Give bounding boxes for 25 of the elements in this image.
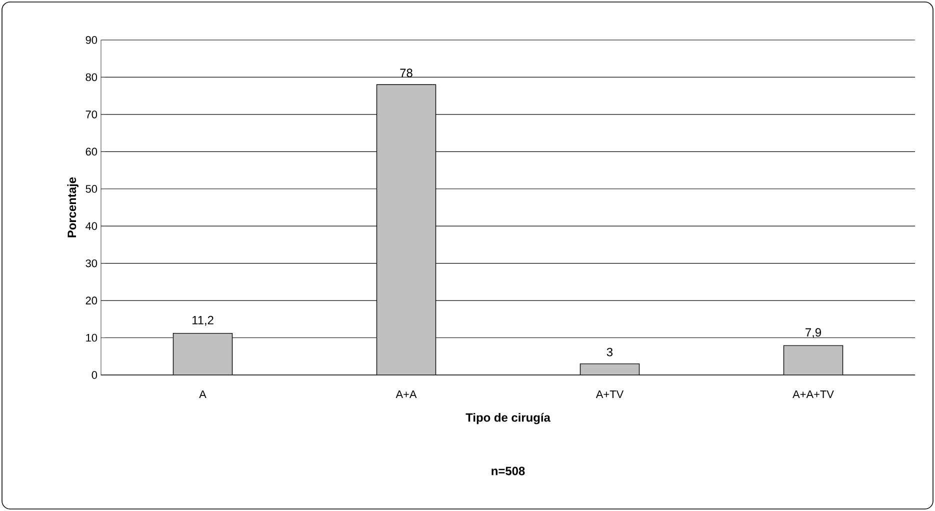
x-tick-label: A <box>199 390 206 398</box>
y-tick-label: 30 <box>86 259 98 268</box>
text: n=508 <box>492 466 525 476</box>
y-tick-label: 90 <box>86 36 98 44</box>
y-tick-label: 0 <box>92 371 98 379</box>
bar <box>172 332 233 375</box>
data-label: 7,9 <box>806 328 821 338</box>
x-tick-label: A+A <box>396 390 417 398</box>
bar <box>580 364 640 375</box>
y-tick-label: 70 <box>86 110 98 118</box>
x-tick-label: A+TV <box>596 390 624 398</box>
bar <box>783 345 844 375</box>
y-tick-label: 10 <box>86 334 98 342</box>
y-axis-title: Porcentaje <box>67 177 78 238</box>
data-label: 78 <box>400 68 412 78</box>
data-label: 3 <box>606 348 613 356</box>
y-tick-label: 20 <box>86 296 98 304</box>
y-tick-label: 40 <box>86 222 98 230</box>
x-axis-title: Tipo de cirugía <box>466 412 550 424</box>
y-tick-label: 50 <box>86 185 98 193</box>
y-tick-label: 80 <box>86 73 98 82</box>
bar <box>376 84 436 375</box>
y-tick-label: 60 <box>86 148 98 156</box>
x-tick-label: A+A+TV <box>792 390 834 398</box>
data-label: 11,2 <box>192 316 214 326</box>
